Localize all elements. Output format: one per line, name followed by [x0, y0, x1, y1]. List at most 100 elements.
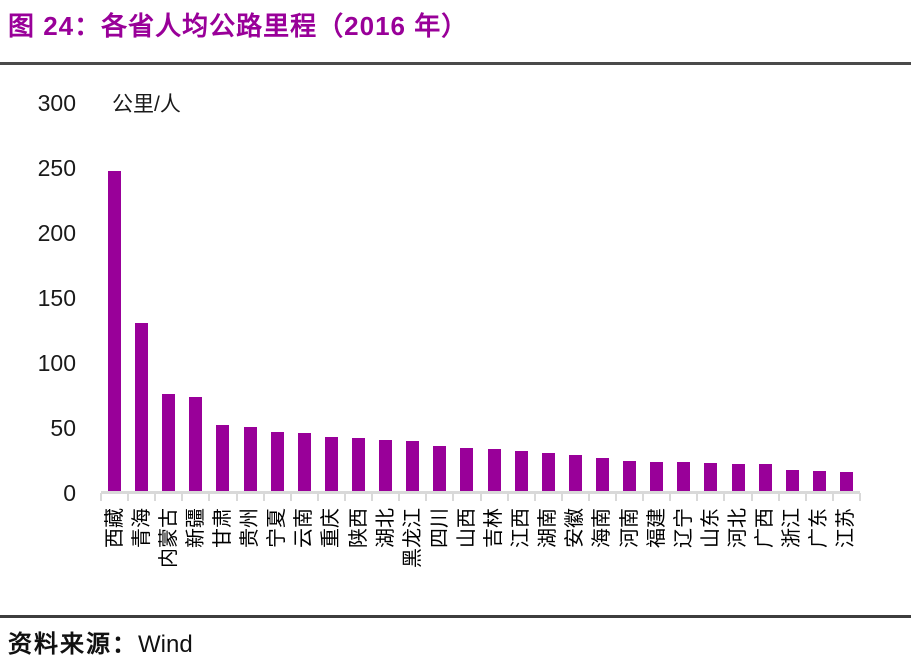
x-axis-line [101, 491, 860, 494]
y-axis-unit-label: 公里/人 [112, 93, 181, 116]
x-axis-tick [316, 493, 319, 501]
y-axis-label: 300 [37, 90, 76, 116]
bar [487, 448, 501, 493]
x-axis-tick [506, 493, 509, 501]
bar-chart: 公里/人 0 50 100 150 200 250 300 西藏 青海 内蒙古 新疆 甘肃 贵州 宁夏云… [0, 58, 911, 615]
x-axis-tick [560, 493, 563, 501]
x-axis-label: 四川 [428, 508, 451, 548]
bar [108, 170, 122, 493]
bar [189, 396, 203, 493]
x-axis-label: 新疆 [184, 508, 207, 548]
data-source: 资料来源：Wind [8, 624, 193, 659]
x-axis-label: 湖北 [374, 508, 397, 548]
bar [514, 451, 528, 493]
bar [433, 446, 447, 493]
x-axis-tick [723, 493, 726, 501]
bar [623, 460, 637, 493]
x-axis-label: 江苏 [835, 508, 858, 548]
x-axis-label: 青海 [130, 508, 153, 548]
x-axis-tick [343, 493, 346, 501]
bar [541, 452, 555, 493]
bar [568, 455, 582, 493]
source-divider-line [0, 615, 911, 618]
y-axis-label: 150 [37, 285, 76, 311]
x-axis-label: 安徽 [564, 508, 587, 548]
x-axis-tick [859, 493, 861, 501]
bar [839, 472, 853, 493]
x-axis-tick [127, 493, 130, 501]
x-axis-tick [669, 493, 672, 501]
x-axis-label: 山东 [699, 508, 722, 548]
bar [243, 426, 257, 493]
bar [758, 464, 772, 493]
x-axis-label: 陕西 [347, 508, 370, 548]
bar [297, 433, 311, 493]
x-axis-label: 河北 [727, 508, 750, 548]
x-axis-tick [642, 493, 645, 501]
bar [650, 461, 664, 493]
x-axis-tick [154, 493, 157, 501]
bar [785, 469, 799, 493]
x-axis-tick [262, 493, 265, 501]
x-axis-tick [615, 493, 618, 501]
data-source-name: Wind [138, 631, 193, 658]
x-axis-label: 贵州 [239, 508, 262, 548]
x-axis-tick [100, 493, 102, 501]
x-axis-label: 黑龙江 [401, 508, 424, 568]
x-axis-label: 内蒙古 [157, 508, 180, 568]
y-axis-label: 100 [37, 350, 76, 376]
y-axis-label: 250 [37, 155, 76, 181]
x-axis-label: 辽宁 [672, 508, 695, 548]
x-axis-tick [587, 493, 590, 501]
y-axis-label: 200 [37, 220, 76, 246]
x-axis-tick [533, 493, 536, 501]
x-axis-tick [208, 493, 211, 501]
bar [704, 463, 718, 493]
y-axis-label: 0 [63, 480, 76, 506]
bar [216, 425, 230, 493]
data-source-prefix: 资料来源： [8, 632, 138, 658]
x-axis-label: 吉林 [483, 508, 506, 548]
bar [135, 322, 149, 493]
y-axis-label: 50 [50, 415, 76, 441]
x-axis-tick [452, 493, 455, 501]
x-axis-label: 广东 [808, 508, 831, 548]
x-axis-tick [289, 493, 292, 501]
x-axis-tick [804, 493, 807, 501]
bar [324, 437, 338, 493]
x-axis-label: 云南 [293, 508, 316, 548]
x-axis-label: 湖南 [537, 508, 560, 548]
x-axis-label: 浙江 [781, 508, 804, 548]
x-axis-tick [181, 493, 184, 501]
x-axis-tick [777, 493, 780, 501]
x-axis-tick [750, 493, 753, 501]
bar [406, 441, 420, 493]
bar [677, 461, 691, 493]
x-axis-label: 江西 [510, 508, 533, 548]
x-axis-label: 河南 [618, 508, 641, 548]
title-divider-line [0, 62, 911, 65]
bar [595, 457, 609, 493]
bar [352, 438, 366, 493]
bar [460, 447, 474, 493]
x-axis-label: 重庆 [320, 508, 343, 548]
bar [812, 470, 826, 493]
x-axis-label: 山西 [455, 508, 478, 548]
x-axis-tick [371, 493, 374, 501]
x-axis-tick [696, 493, 699, 501]
x-axis-label: 甘肃 [211, 508, 234, 548]
x-axis-tick [235, 493, 238, 501]
x-axis-tick [479, 493, 482, 501]
x-axis-label: 海南 [591, 508, 614, 548]
figure-title: 图 24：各省人均公路里程（2016 年） [8, 11, 469, 41]
bar [270, 431, 284, 493]
x-axis-tick [425, 493, 428, 501]
bar [731, 464, 745, 493]
bar [379, 439, 393, 493]
bar [162, 394, 176, 493]
x-axis-label: 福建 [645, 508, 668, 548]
x-axis-label: 西藏 [103, 508, 126, 548]
x-axis-label: 广西 [754, 508, 777, 548]
x-axis-tick [831, 493, 834, 501]
